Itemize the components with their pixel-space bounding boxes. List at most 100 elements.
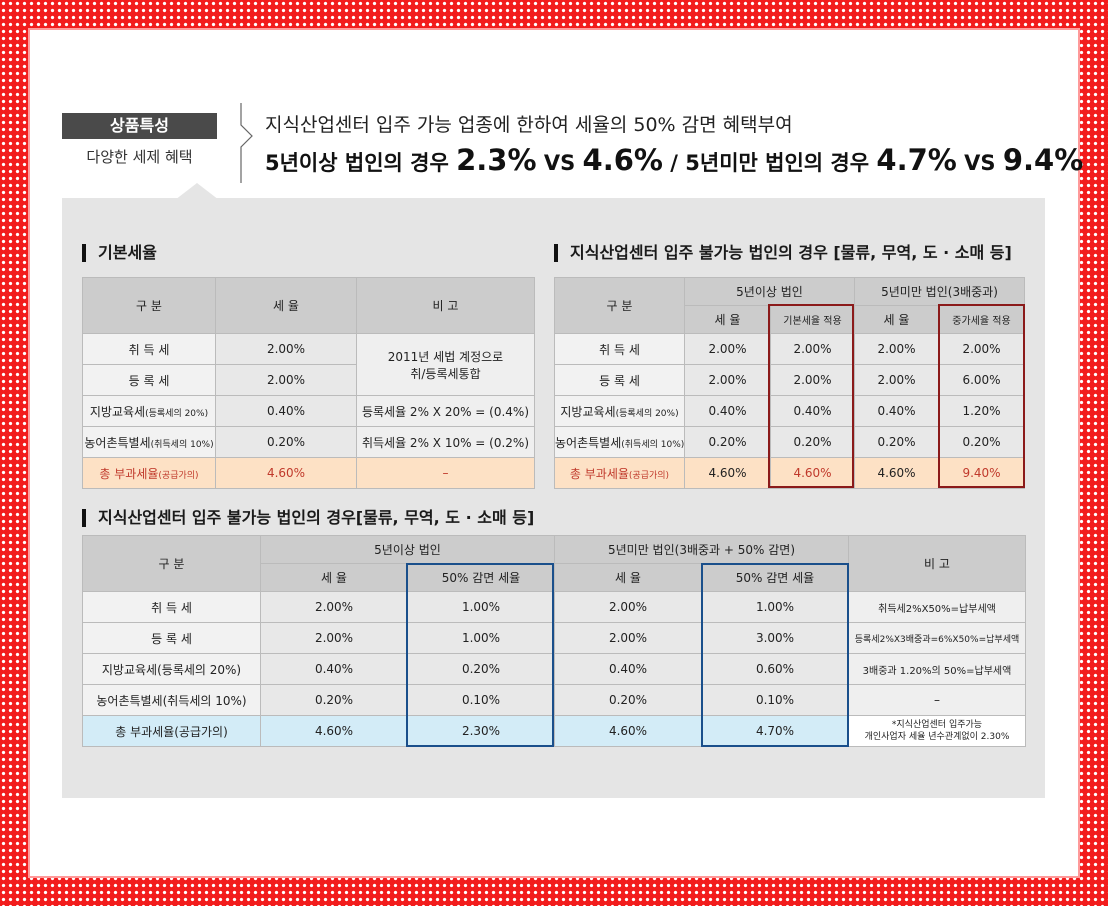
note-line: 개인사업자 세율 년수관계없이 2.30% bbox=[864, 732, 1010, 742]
rate-cell: 0.20% bbox=[770, 426, 855, 458]
row-label: 지방교육세(등록세의 20%) bbox=[82, 653, 261, 685]
col-header: 비 고 bbox=[848, 535, 1026, 592]
rate-cell: 0.20% bbox=[407, 653, 555, 685]
rate-cell: 1.00% bbox=[407, 591, 555, 623]
total-rate: 4.60% bbox=[770, 457, 855, 489]
section-title-available: 지식산업센터 입주 불가능 법인의 경우[물류, 무역, 도 · 소매 등] bbox=[82, 509, 534, 527]
rate-cell: 0.40% bbox=[260, 653, 408, 685]
sub-header: 기본세율 적용 bbox=[770, 305, 855, 334]
headline-rate: 4.7% bbox=[876, 143, 957, 177]
row-label: 농어촌특별세(취득세의 10%) bbox=[82, 426, 216, 458]
label-sub: (공급가의) bbox=[158, 470, 199, 481]
row-label: 지방교육세(등록세의 20%) bbox=[554, 395, 685, 427]
row-label: 농어촌특별세(취득세의 10%) bbox=[82, 684, 261, 716]
label-sub: (취득세의 10%) bbox=[621, 439, 685, 450]
col-header: 세 율 bbox=[215, 277, 357, 334]
group-header: 5년미만 법인(3배중과) bbox=[854, 277, 1025, 306]
row-label: 농어촌특별세(취득세의 10%) bbox=[554, 426, 685, 458]
product-feature-badge: 상품특성 bbox=[62, 113, 217, 139]
col-header: 구 분 bbox=[554, 277, 685, 334]
total-rate: 4.60% bbox=[854, 457, 939, 489]
rate-cell: 0.40% bbox=[770, 395, 855, 427]
label-main: 총 부과세율 bbox=[99, 466, 159, 481]
label-main: 농어촌특별세 bbox=[555, 435, 622, 450]
rate-cell: 0.20% bbox=[684, 426, 771, 458]
available-rate-table: 구 분 5년이상 법인 5년미만 법인(3배중과 + 50% 감면) 비 고 세… bbox=[82, 535, 1026, 747]
headline-part: VS bbox=[956, 151, 1003, 175]
rate-cell: 0.20% bbox=[854, 426, 939, 458]
headline-part: / 5년미만 법인의 경우 bbox=[662, 151, 877, 175]
total-rate: 4.60% bbox=[260, 715, 408, 747]
feature-subtitle: 다양한 세제 혜택 bbox=[86, 148, 193, 166]
total-rate: 4.70% bbox=[701, 715, 849, 747]
total-rate: 2.30% bbox=[407, 715, 555, 747]
row-label: 등 록 세 bbox=[554, 364, 685, 396]
group-header: 5년미만 법인(3배중과 + 50% 감면) bbox=[554, 535, 849, 564]
label-main: 농어촌특별세 bbox=[84, 435, 151, 450]
total-note: – bbox=[356, 457, 535, 489]
label-sub: (취득세의 10%) bbox=[150, 439, 214, 450]
sub-header: 세 율 bbox=[854, 305, 939, 334]
label-sub: (등록세의 20%) bbox=[145, 408, 209, 419]
label-main: 지방교육세 bbox=[560, 404, 616, 419]
sub-header: 50% 감면 세율 bbox=[701, 563, 849, 592]
row-label: 취 득 세 bbox=[82, 591, 261, 623]
row-label: 지방교육세(등록세의 20%) bbox=[82, 395, 216, 427]
note-cell: 등록세율 2% X 20% = (0.4%) bbox=[356, 395, 535, 427]
rate-cell: 2.00% bbox=[770, 333, 855, 365]
col-header: 비 고 bbox=[356, 277, 535, 334]
note-cell: 등록세2%X3배중과=6%X50%=납부세액 bbox=[848, 622, 1026, 654]
total-rate: 9.40% bbox=[938, 457, 1025, 489]
rate-cell: 2.00% bbox=[215, 364, 357, 396]
rate-cell: 0.10% bbox=[407, 684, 555, 716]
note-cell: 취득세2%X50%=납부세액 bbox=[848, 591, 1026, 623]
note-line: 취/등록세통합 bbox=[410, 366, 481, 381]
row-label: 등 록 세 bbox=[82, 622, 261, 654]
section-title-unavailable: 지식산업센터 입주 불가능 법인의 경우 [물류, 무역, 도 · 소매 등] bbox=[554, 244, 1012, 262]
sub-header: 중가세율 적용 bbox=[938, 305, 1025, 334]
rate-cell: 0.40% bbox=[684, 395, 771, 427]
rate-cell: 3.00% bbox=[701, 622, 849, 654]
chevron-divider-icon bbox=[240, 103, 253, 183]
col-header: 구 분 bbox=[82, 277, 216, 334]
rate-cell: 1.00% bbox=[701, 591, 849, 623]
rate-cell: 0.40% bbox=[215, 395, 357, 427]
rate-cell: 2.00% bbox=[684, 333, 771, 365]
rate-cell: 0.60% bbox=[701, 653, 849, 685]
headline-rate: 4.6% bbox=[582, 143, 663, 177]
sub-header: 50% 감면 세율 bbox=[407, 563, 555, 592]
rate-cell: 2.00% bbox=[938, 333, 1025, 365]
row-label: 등 록 세 bbox=[82, 364, 216, 396]
total-label: 총 부과세율(공급가의) bbox=[554, 457, 685, 489]
note-cell: 2011년 세법 계정으로 취/등록세통합 bbox=[356, 333, 535, 396]
rate-cell: 1.20% bbox=[938, 395, 1025, 427]
total-label: 총 부과세율(공급가의) bbox=[82, 715, 261, 747]
rate-cell: 0.40% bbox=[554, 653, 702, 685]
group-header: 5년이상 법인 bbox=[260, 535, 555, 564]
rate-cell: 2.00% bbox=[684, 364, 771, 396]
rate-cell: 2.00% bbox=[215, 333, 357, 365]
unavailable-rate-table: 구 분 5년이상 법인 5년미만 법인(3배중과) 세 율 기본세율 적용 세 … bbox=[554, 277, 1025, 489]
row-label: 취 득 세 bbox=[82, 333, 216, 365]
sub-header: 세 율 bbox=[554, 563, 702, 592]
headline-part: 5년이상 법인의 경우 bbox=[265, 151, 457, 175]
rate-cell: 0.20% bbox=[938, 426, 1025, 458]
rate-cell: 2.00% bbox=[260, 591, 408, 623]
note-cell: 취득세율 2% X 10% = (0.2%) bbox=[356, 426, 535, 458]
note-line: *지식산업센터 입주가능 bbox=[891, 720, 983, 730]
total-label: 총 부과세율(공급가의) bbox=[82, 457, 216, 489]
total-rate: 4.60% bbox=[215, 457, 357, 489]
headline-rate: 2.3% bbox=[456, 143, 537, 177]
rate-cell: 6.00% bbox=[938, 364, 1025, 396]
total-note: *지식산업센터 입주가능 개인사업자 세율 년수관계없이 2.30% bbox=[848, 715, 1026, 747]
row-label: 취 득 세 bbox=[554, 333, 685, 365]
headline-part: VS bbox=[536, 151, 583, 175]
note-line: 2011년 세법 계정으로 bbox=[387, 349, 504, 364]
rate-cell: 2.00% bbox=[260, 622, 408, 654]
rate-cell: 0.20% bbox=[260, 684, 408, 716]
rate-cell: 2.00% bbox=[854, 364, 939, 396]
group-header: 5년이상 법인 bbox=[684, 277, 855, 306]
rate-cell: 2.00% bbox=[554, 622, 702, 654]
rate-cell: 0.40% bbox=[854, 395, 939, 427]
label-main: 지방교육세 bbox=[89, 404, 146, 419]
